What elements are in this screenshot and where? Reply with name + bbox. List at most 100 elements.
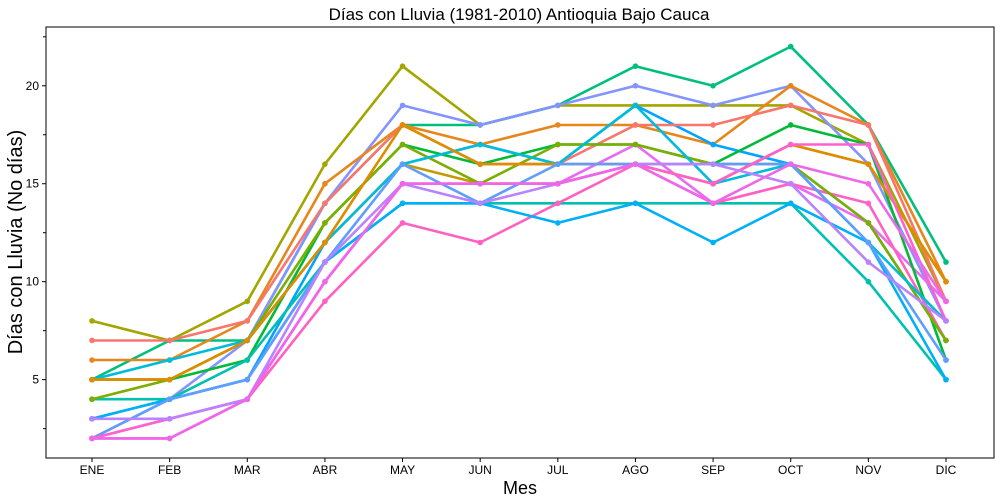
plot-panel	[45, 26, 995, 459]
data-point	[244, 318, 251, 324]
series-line	[90, 162, 948, 421]
data-point	[865, 161, 872, 167]
series-line	[90, 202, 948, 401]
data-point	[555, 220, 561, 226]
data-point	[399, 161, 406, 167]
y-tick-label: 10	[26, 275, 40, 289]
data-point	[89, 416, 95, 422]
data-point	[865, 259, 872, 265]
data-point	[943, 298, 949, 305]
x-tick-label: MAY	[390, 463, 415, 477]
data-point	[244, 337, 251, 344]
data-point	[787, 180, 794, 187]
data-point	[89, 376, 95, 383]
x-tick-label: SEP	[701, 463, 725, 477]
data-point	[399, 102, 406, 109]
data-point	[787, 43, 794, 50]
data-point	[710, 239, 716, 246]
data-point	[865, 278, 872, 285]
y-tick-label: 20	[26, 79, 40, 93]
x-tick-label: JUL	[547, 463, 569, 477]
data-point	[710, 82, 716, 89]
data-point	[555, 161, 561, 167]
y-axis-title: Días con Lluvia (No días)	[5, 130, 27, 355]
data-point	[399, 63, 406, 69]
x-tick-label: ABR	[313, 463, 338, 477]
data-point	[632, 102, 639, 109]
data-point	[632, 200, 639, 207]
data-point	[943, 259, 949, 265]
data-point	[555, 180, 561, 187]
data-point	[865, 200, 872, 207]
data-point	[244, 376, 251, 383]
data-point	[710, 161, 716, 167]
data-point	[555, 200, 561, 207]
data-point	[943, 337, 949, 344]
data-point	[632, 161, 639, 167]
data-point	[89, 337, 95, 344]
data-point	[89, 318, 95, 324]
data-point	[787, 141, 794, 148]
data-point	[166, 337, 173, 344]
y-axis: 5 10 15 20	[26, 36, 46, 430]
data-point	[322, 220, 328, 226]
data-point	[399, 200, 406, 207]
data-point	[632, 82, 639, 89]
data-point	[399, 141, 406, 148]
data-point	[865, 122, 872, 128]
data-point	[943, 278, 949, 285]
data-point	[943, 318, 949, 324]
series-line	[90, 123, 948, 381]
x-axis-title: Mes	[503, 478, 537, 498]
data-point	[322, 278, 328, 285]
data-point	[632, 122, 639, 128]
data-point	[632, 63, 639, 69]
data-point	[787, 102, 794, 109]
series-layer	[89, 43, 949, 442]
x-tick-label: DIC	[936, 463, 957, 477]
data-point	[322, 180, 328, 187]
x-tick-label: FEB	[158, 463, 181, 477]
data-point	[477, 122, 483, 128]
data-point	[399, 220, 406, 226]
series	[89, 161, 949, 442]
data-point	[477, 180, 483, 187]
data-point	[166, 376, 173, 383]
x-tick-label: NOV	[855, 463, 881, 477]
data-point	[477, 161, 483, 167]
data-point	[244, 298, 251, 305]
data-point	[555, 122, 561, 128]
data-point	[399, 122, 406, 128]
x-tick-label: OCT	[778, 463, 804, 477]
data-point	[322, 161, 328, 167]
data-point	[322, 200, 328, 207]
data-point	[166, 357, 173, 363]
x-tick-label: AGO	[622, 463, 649, 477]
data-point	[244, 357, 251, 363]
x-axis: ENE FEB MAR ABR MAY JUN JUL AGO SEP OCT NOV DIC	[80, 458, 957, 477]
data-point	[787, 122, 794, 128]
data-point	[399, 180, 406, 187]
data-point	[710, 200, 716, 207]
data-point	[555, 102, 561, 109]
data-point	[943, 357, 949, 363]
data-point	[477, 141, 483, 148]
data-point	[322, 298, 328, 305]
data-point	[166, 396, 173, 403]
data-point	[865, 220, 872, 226]
data-point	[166, 416, 173, 422]
data-point	[710, 122, 716, 128]
x-tick-label: ENE	[80, 463, 105, 477]
data-point	[632, 141, 639, 148]
data-point	[89, 435, 95, 442]
data-point	[787, 161, 794, 167]
data-point	[555, 141, 561, 148]
data-point	[244, 396, 251, 403]
data-point	[865, 180, 872, 187]
data-point	[787, 200, 794, 207]
data-point	[322, 259, 328, 265]
y-tick-label: 5	[32, 373, 39, 387]
data-point	[477, 239, 483, 246]
data-point	[710, 180, 716, 187]
